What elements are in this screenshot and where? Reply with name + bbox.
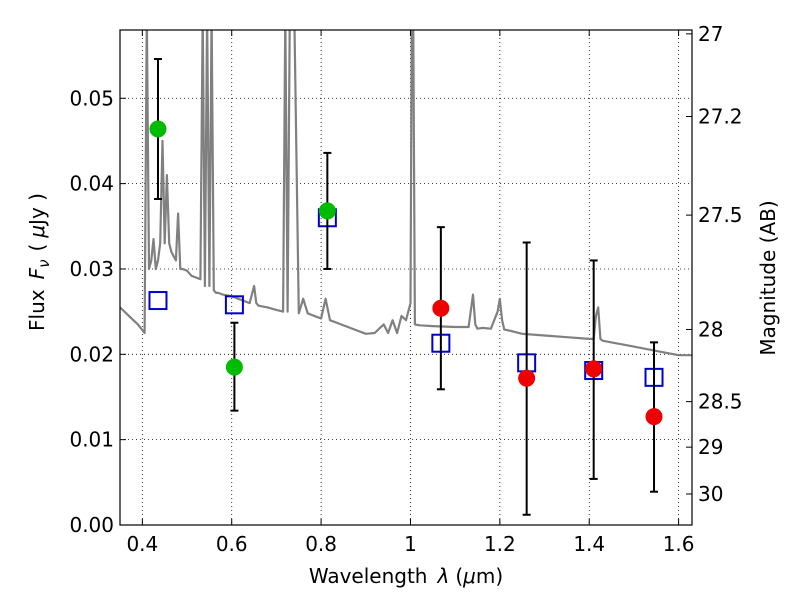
y2-tick-label: 28.5 (698, 390, 743, 414)
x-tick-label: 0.6 (216, 532, 248, 556)
y-tick-label: 0.05 (69, 86, 114, 110)
y2-tick-label: 27.2 (698, 104, 743, 128)
y2-tick-label: 27.5 (698, 203, 743, 227)
red-data-point (585, 360, 603, 378)
y2-tick-label: 27 (698, 22, 723, 46)
y2-tick-label: 30 (698, 482, 723, 506)
y-tick-label: 0.03 (69, 257, 114, 281)
y2-tick-label: 28 (698, 317, 723, 341)
red-data-point (432, 299, 450, 317)
green-data-point (149, 120, 167, 138)
green-data-point (225, 358, 243, 376)
model-square-marker (148, 291, 168, 311)
green-data-point (318, 202, 336, 220)
model-square-marker (224, 295, 244, 315)
y2-tick-label: 29 (698, 435, 723, 459)
red-data-point (645, 408, 663, 426)
x-tick-label: 1.4 (573, 532, 605, 556)
axis-ticks: 0.4 0.6 0.8 1 1.2 1.4 1.6 0.00 0.01 0.02 0.03 0.04 0… (69, 22, 742, 556)
plot-area (120, 30, 692, 516)
x-tick-label: 1.2 (484, 532, 516, 556)
x-tick-label: 1.6 (663, 532, 695, 556)
y2-axis-title: Magnitude (AB) (756, 200, 780, 355)
y-tick-label: 0.01 (69, 428, 114, 452)
plot-frame (119, 29, 693, 526)
x-axis-title: Wavelength λ (μm) (309, 564, 503, 588)
x-tick-label: 0.8 (305, 532, 337, 556)
red-data-point (518, 369, 536, 387)
y-axis-title: FluxFν(μJy ) (25, 193, 53, 331)
y-tick-label: 0.04 (69, 172, 114, 196)
x-tick-label: 0.4 (126, 532, 158, 556)
y-tick-label: 0.00 (69, 513, 114, 537)
spectrum-line (120, 30, 692, 357)
y-tick-label: 0.02 (69, 342, 114, 366)
x-tick-label: 1 (404, 532, 417, 556)
